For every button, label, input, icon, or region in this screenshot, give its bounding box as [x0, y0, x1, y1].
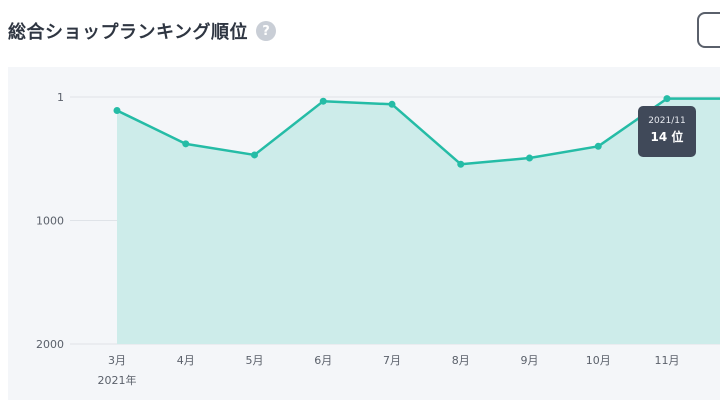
y-tick-label: 2000: [36, 338, 64, 351]
x-tick-label: 8月: [452, 354, 470, 367]
series-line: [116, 97, 720, 166]
tooltip-value: 14 位: [650, 130, 684, 144]
x-tick-label: 5月: [246, 354, 264, 367]
data-point: [113, 106, 121, 114]
tooltip-date: 2021/11: [648, 116, 686, 126]
data-point: [319, 97, 327, 105]
x-year-label: 2021年: [98, 373, 137, 387]
chart-header: 総合ショップランキング順位 ?: [8, 14, 276, 48]
x-tick-label: 7月: [383, 354, 401, 367]
help-icon[interactable]: ?: [255, 21, 276, 41]
x-tick-label: 3月: [108, 354, 126, 367]
data-point: [457, 160, 465, 168]
x-tick-label: 4月: [177, 354, 195, 367]
y-tick-label: 1000: [36, 214, 64, 227]
data-point: [594, 142, 602, 150]
period-selector-button[interactable]: [697, 12, 720, 48]
page-title: 総合ショップランキング順位: [8, 22, 248, 43]
data-point: [663, 95, 671, 103]
chart-tooltip: 2021/11 14 位: [638, 106, 696, 157]
x-tick-label: 11月: [655, 354, 680, 367]
series-area: [117, 98, 720, 344]
x-tick-label: 10月: [586, 354, 611, 367]
data-point: [526, 154, 533, 162]
x-tick-label: 6月: [314, 354, 332, 367]
x-tick-label: 9月: [521, 354, 539, 367]
data-point: [251, 151, 258, 159]
y-tick-label: 1: [57, 91, 64, 104]
data-point: [182, 140, 190, 148]
data-point: [388, 100, 396, 108]
